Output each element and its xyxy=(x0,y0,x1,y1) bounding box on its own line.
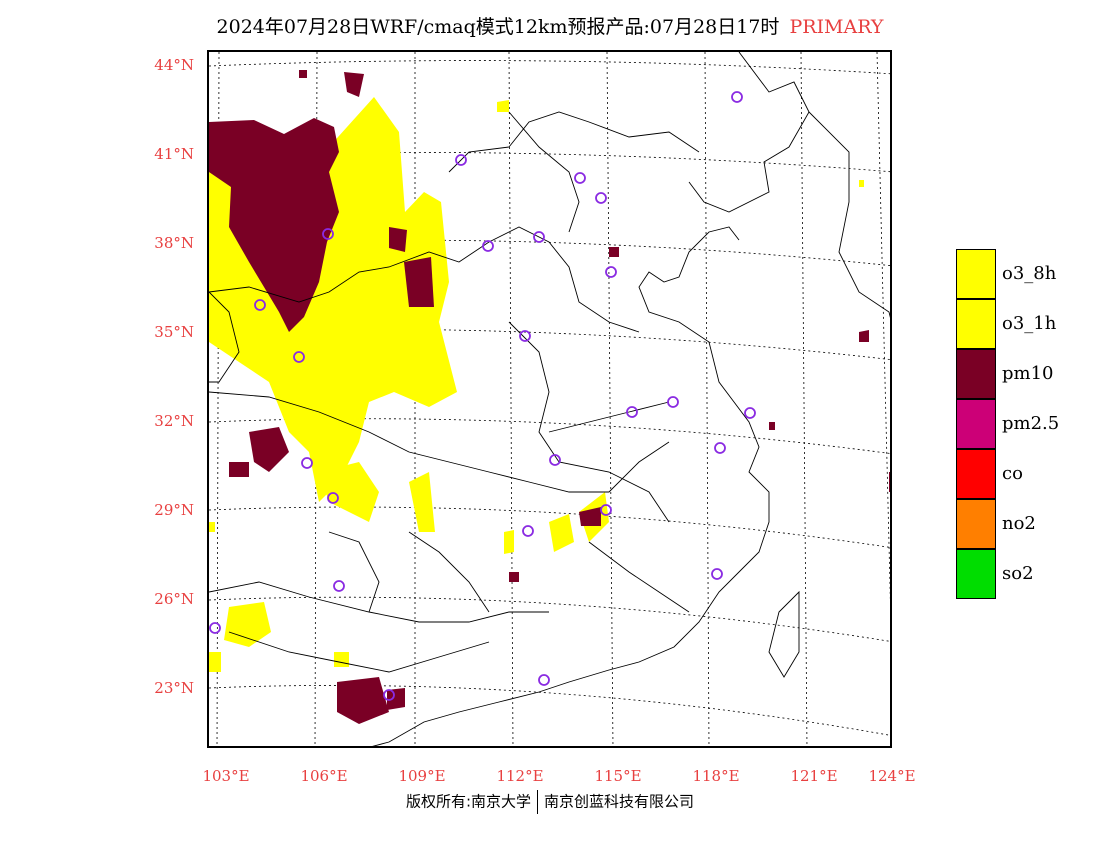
legend-swatch xyxy=(956,399,996,449)
copyright-footer: 版权所有:南京大学 南京创蓝科技有限公司 xyxy=(0,790,1100,814)
lon-label-109: 109°E xyxy=(398,767,446,785)
legend-swatch xyxy=(956,349,996,399)
legend-swatch xyxy=(956,549,996,599)
legend-item-pm10: pm10 xyxy=(956,349,1078,399)
legend-label: so2 xyxy=(1002,563,1034,584)
footer-separator xyxy=(537,790,539,814)
forecast-map xyxy=(209,52,890,746)
title-text: 2024年07月28日WRF/cmaq模式12km预报产品:07月28日17时 xyxy=(216,16,780,38)
lon-label-106: 106°E xyxy=(300,767,348,785)
footer-right: 南京创蓝科技有限公司 xyxy=(544,792,695,811)
lon-label-103: 103°E xyxy=(202,767,250,785)
legend-item-o3-8h: o3_8h xyxy=(956,249,1078,299)
lat-label-32: 32°N xyxy=(154,412,194,430)
legend-item-pm25: pm2.5 xyxy=(956,399,1078,449)
lat-label-23: 23°N xyxy=(154,679,194,697)
pollutant-legend: o3_8h o3_1h pm10 pm2.5 co no2 so2 xyxy=(956,249,1078,599)
lon-label-121: 121°E xyxy=(790,767,838,785)
lat-label-41: 41°N xyxy=(154,145,194,163)
legend-label: co xyxy=(1002,463,1023,484)
lat-label-26: 26°N xyxy=(154,590,194,608)
lat-label-29: 29°N xyxy=(154,501,194,519)
legend-item-o3-1h: o3_1h xyxy=(956,299,1078,349)
lat-label-44: 44°N xyxy=(154,56,194,74)
footer-left: 版权所有:南京大学 xyxy=(405,792,532,811)
map-panel xyxy=(207,50,892,748)
boundary-lines xyxy=(209,52,890,746)
legend-swatch xyxy=(956,449,996,499)
lat-label-35: 35°N xyxy=(154,323,194,341)
legend-item-so2: so2 xyxy=(956,549,1078,599)
legend-label: o3_8h xyxy=(1002,263,1057,284)
lon-label-112: 112°E xyxy=(496,767,544,785)
legend-item-co: co xyxy=(956,449,1078,499)
legend-label: o3_1h xyxy=(1002,313,1057,334)
legend-label: no2 xyxy=(1002,513,1036,534)
legend-swatch xyxy=(956,499,996,549)
map-title: 2024年07月28日WRF/cmaq模式12km预报产品:07月28日17时 P… xyxy=(0,12,1100,39)
legend-item-no2: no2 xyxy=(956,499,1078,549)
lon-label-115: 115°E xyxy=(594,767,642,785)
legend-swatch xyxy=(956,249,996,299)
lat-label-38: 38°N xyxy=(154,234,194,252)
station-markers xyxy=(209,91,756,701)
pm10-exceedance-areas xyxy=(209,70,890,724)
legend-label: pm2.5 xyxy=(1002,413,1060,434)
lon-label-118: 118°E xyxy=(692,767,740,785)
legend-label: pm10 xyxy=(1002,363,1054,384)
legend-swatch xyxy=(956,299,996,349)
lon-label-124: 124°E xyxy=(868,767,916,785)
primary-tag: PRIMARY xyxy=(789,16,884,38)
